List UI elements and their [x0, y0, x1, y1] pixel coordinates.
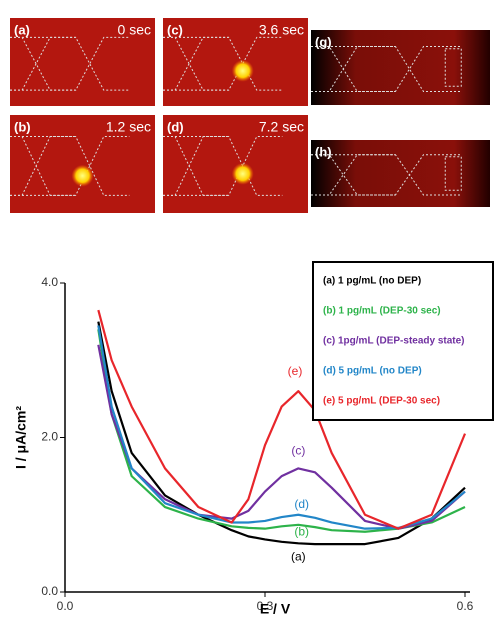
panel-image [10, 115, 155, 213]
data-line [97, 309, 467, 530]
series-label: (b) [294, 525, 309, 539]
channel-outline [311, 154, 462, 196]
channel-outline [10, 136, 130, 196]
panel-label: (h) [315, 144, 332, 159]
channel-outline [163, 136, 229, 196]
channel-outline [311, 46, 462, 92]
legend-entry: (e) 5 pg/mL (DEP-30 sec) [323, 396, 440, 407]
legend-entry: (a) 1 pg/mL (no DEP) [323, 276, 421, 287]
channel-outline [311, 46, 462, 92]
channel-outline [10, 136, 76, 196]
channel-outline [163, 36, 283, 91]
x-tick-label: 0.6 [457, 599, 474, 613]
channel-outline [163, 136, 283, 196]
y-axis-label: I / μA/cm² [13, 406, 29, 469]
legend-entry: (d) 5 pg/mL (no DEP) [323, 366, 422, 377]
panel-time: 0 sec [118, 22, 151, 38]
x-tick-label: 0.3 [257, 599, 274, 613]
legend-entry: (c) 1pg/mL (DEP-steady state) [323, 336, 465, 347]
y-tick-label: 2.0 [41, 430, 58, 444]
data-line [97, 321, 466, 546]
x-axis-label: E / V [260, 601, 291, 617]
legend-entry: (b) 1 pg/mL (DEP-30 sec) [323, 306, 441, 317]
panel-image [311, 140, 490, 207]
panel-label: (c) [167, 22, 183, 37]
panel-image [10, 18, 155, 106]
x-tick-label: 0.0 [57, 599, 74, 613]
series-label: (d) [294, 497, 309, 511]
panel-label: (a) [14, 22, 30, 37]
panel: (d) 7.2 sec [163, 115, 308, 213]
panel-label: (d) [167, 119, 184, 134]
series-label: (c) [291, 444, 305, 458]
panel: (b) 1.2 sec [10, 115, 155, 213]
particle-spot [71, 164, 94, 187]
channel-outline [10, 136, 130, 196]
channel-outline [163, 136, 283, 196]
series-label: (e) [288, 364, 303, 378]
trap-region [444, 156, 462, 191]
panel-image [163, 115, 308, 213]
panel-time: 7.2 sec [259, 119, 304, 135]
panel: (a) 0 sec [10, 18, 155, 106]
panel-time: 3.6 sec [259, 22, 304, 38]
particle-spot [231, 59, 254, 82]
panel-image [311, 30, 490, 105]
panel-time: 1.2 sec [106, 119, 151, 135]
data-line [97, 344, 466, 530]
particle-spot [231, 162, 254, 185]
y-tick-label: 0.0 [41, 584, 58, 598]
y-tick-label: 4.0 [41, 275, 58, 289]
panel: (h) [311, 140, 490, 207]
panel-image [163, 18, 308, 106]
series-label: (a) [291, 549, 306, 563]
channel-outline [10, 36, 130, 91]
data-line [97, 329, 466, 533]
channel-outline [10, 36, 130, 91]
panel: (g) [311, 30, 490, 105]
panel-label: (b) [14, 119, 31, 134]
trap-region [444, 48, 462, 87]
data-line [97, 325, 466, 530]
legend-box [312, 261, 494, 421]
panel-label: (g) [315, 34, 332, 49]
channel-outline [163, 36, 283, 91]
panel: (c) 3.6 sec [163, 18, 308, 106]
